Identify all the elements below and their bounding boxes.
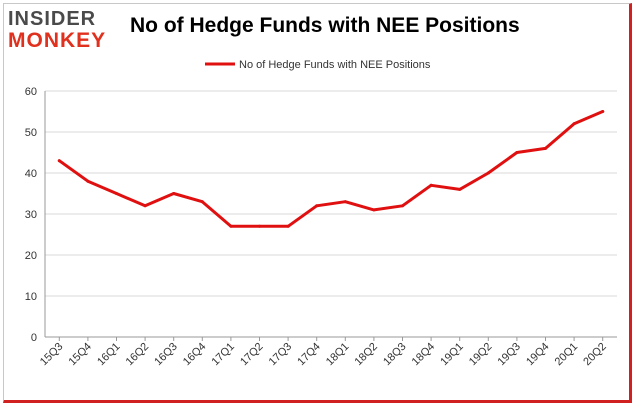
x-tick-label: 16Q4: [181, 341, 209, 369]
x-tick-label: 18Q2: [352, 341, 380, 369]
x-tick-label: 17Q3: [267, 341, 295, 369]
data-point: [515, 151, 519, 154]
chart-frame: [3, 3, 632, 403]
y-tick-label: 50: [25, 127, 37, 139]
data-point: [601, 110, 605, 113]
x-tick-label: 18Q1: [324, 341, 352, 369]
legend-label: No of Hedge Funds with NEE Positions: [239, 59, 431, 71]
y-tick-label: 40: [25, 168, 37, 180]
x-tick-label: 18Q3: [381, 341, 409, 369]
data-point: [429, 183, 433, 187]
logo-top-text: INSIDER: [8, 8, 97, 30]
data-point: [486, 171, 490, 175]
data-point: [172, 192, 176, 195]
data-point: [286, 224, 290, 228]
grid-lines: [45, 90, 617, 297]
x-tick-label: 16Q3: [152, 341, 180, 369]
x-axis: 15Q3 15Q4 16Q1 16Q2 16Q3 16Q4 17Q1 17Q2 17Q3 17Q4…: [38, 336, 617, 369]
x-tick-label: 18Q4: [410, 341, 438, 369]
x-tick-label: 15Q3: [38, 341, 66, 369]
y-tick-label: 0: [31, 332, 37, 344]
x-tick-label: 19Q1: [438, 341, 466, 369]
x-tick-label: 20Q1: [553, 341, 581, 369]
data-point: [86, 179, 90, 183]
data-point: [200, 200, 204, 204]
data-point: [258, 224, 261, 228]
x-tick-label: 16Q2: [124, 341, 152, 369]
chart-title: No of Hedge Funds with NEE Positions: [130, 14, 520, 37]
x-tick-label: 19Q4: [524, 341, 552, 369]
logo-bottom-text: MONKEY: [8, 29, 107, 52]
data-point: [401, 204, 404, 208]
y-tick-label: 30: [25, 209, 37, 221]
data-point: [544, 146, 547, 150]
data-point: [143, 204, 147, 208]
x-tick-label: 17Q2: [238, 341, 266, 369]
legend: No of Hedge Funds with NEE Positions: [205, 59, 431, 71]
data-point: [343, 200, 347, 204]
data-point: [572, 122, 576, 126]
insider-monkey-logo: INSIDER MONKEY: [8, 8, 120, 52]
data-point: [315, 204, 319, 208]
data-point: [57, 159, 61, 163]
series-line: [57, 110, 605, 228]
x-tick-label: 16Q1: [95, 341, 123, 369]
x-tick-label: 19Q2: [467, 341, 495, 369]
data-point: [372, 208, 376, 212]
x-tick-label: 19Q3: [495, 341, 523, 369]
data-point: [229, 224, 233, 228]
x-tick-label: 17Q1: [209, 341, 237, 369]
data-point: [458, 187, 462, 191]
y-tick-label: 60: [25, 86, 37, 98]
y-axis: 0 10 20 30 40 50 60: [25, 86, 46, 344]
y-tick-label: 10: [25, 291, 37, 303]
y-tick-label: 20: [25, 250, 37, 262]
x-tick-label: 20Q2: [581, 341, 609, 369]
series-group: [57, 110, 605, 228]
x-tick-label: 15Q4: [66, 341, 94, 369]
data-point: [115, 192, 118, 195]
x-tick-label: 17Q4: [295, 341, 323, 369]
